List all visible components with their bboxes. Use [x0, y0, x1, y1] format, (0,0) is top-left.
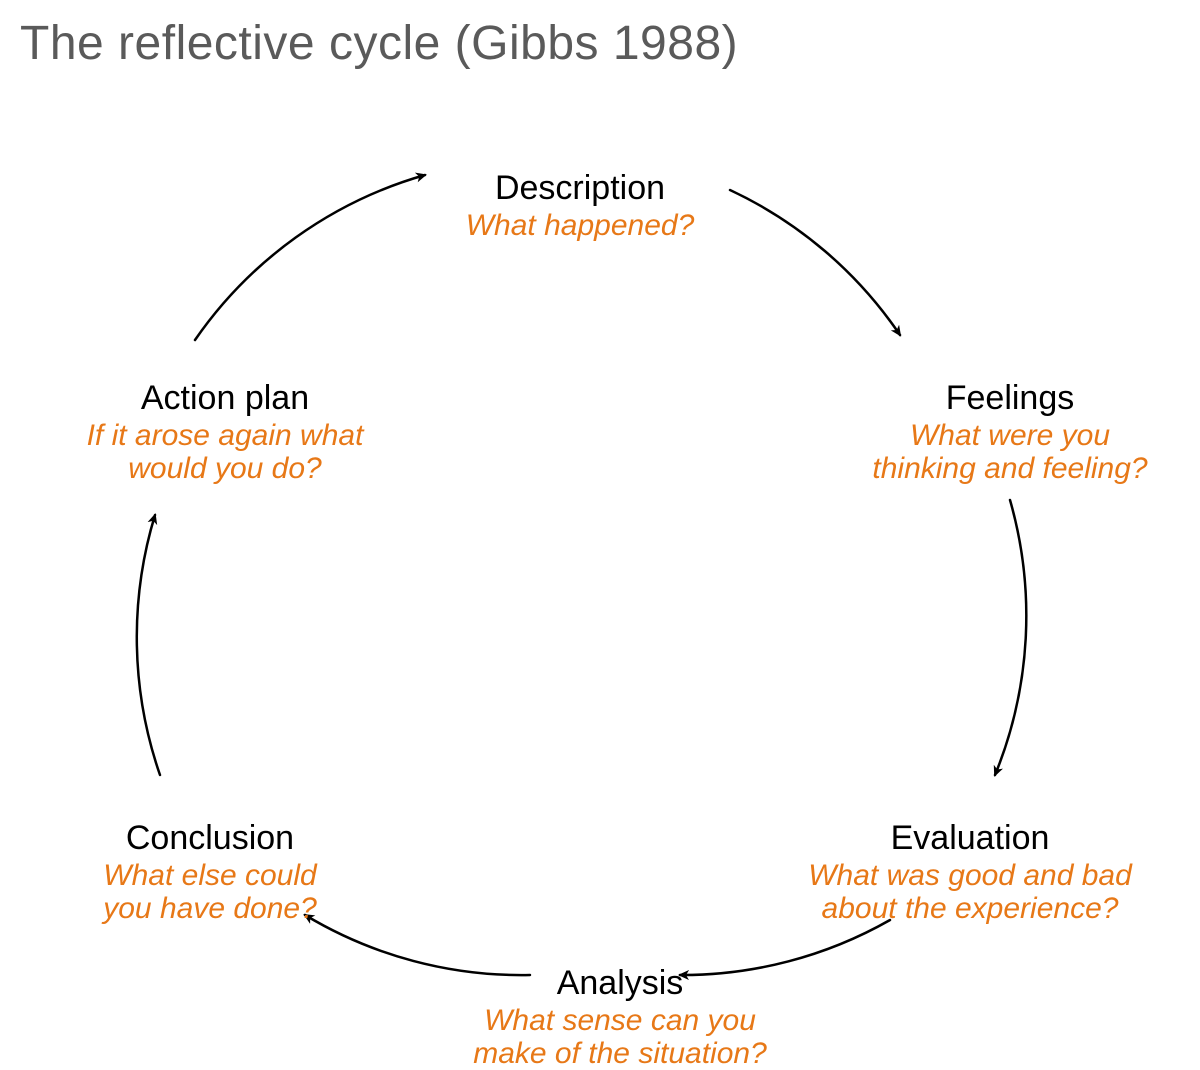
arc-description-to-feelings: [730, 190, 900, 335]
cycle-node-feelings: FeelingsWhat were you thinking and feeli…: [872, 380, 1147, 485]
node-label-description: Description: [466, 170, 695, 207]
node-sub-actionplan: If it arose again what would you do?: [87, 419, 364, 485]
node-sub-feelings: What were you thinking and feeling?: [872, 419, 1147, 485]
node-sub-conclusion: What else could you have done?: [103, 859, 317, 925]
node-label-actionplan: Action plan: [87, 380, 364, 417]
cycle-node-evaluation: EvaluationWhat was good and bad about th…: [808, 820, 1132, 925]
node-sub-analysis: What sense can you make of the situation…: [473, 1004, 767, 1070]
cycle-node-actionplan: Action planIf it arose again what would …: [87, 380, 364, 485]
page: The reflective cycle (Gibbs 1988) Descri…: [0, 0, 1200, 1057]
arc-conclusion-to-actionplan: [137, 515, 160, 775]
node-label-analysis: Analysis: [473, 965, 767, 1002]
node-label-feelings: Feelings: [872, 380, 1147, 417]
node-sub-evaluation: What was good and bad about the experien…: [808, 859, 1132, 925]
arc-actionplan-to-description: [195, 175, 425, 340]
node-label-conclusion: Conclusion: [103, 820, 317, 857]
cycle-node-analysis: AnalysisWhat sense can you make of the s…: [473, 965, 767, 1070]
node-label-evaluation: Evaluation: [808, 820, 1132, 857]
cycle-node-description: DescriptionWhat happened?: [466, 170, 695, 242]
cycle-node-conclusion: ConclusionWhat else could you have done?: [103, 820, 317, 925]
arc-feelings-to-evaluation: [995, 500, 1026, 775]
node-sub-description: What happened?: [466, 209, 695, 242]
